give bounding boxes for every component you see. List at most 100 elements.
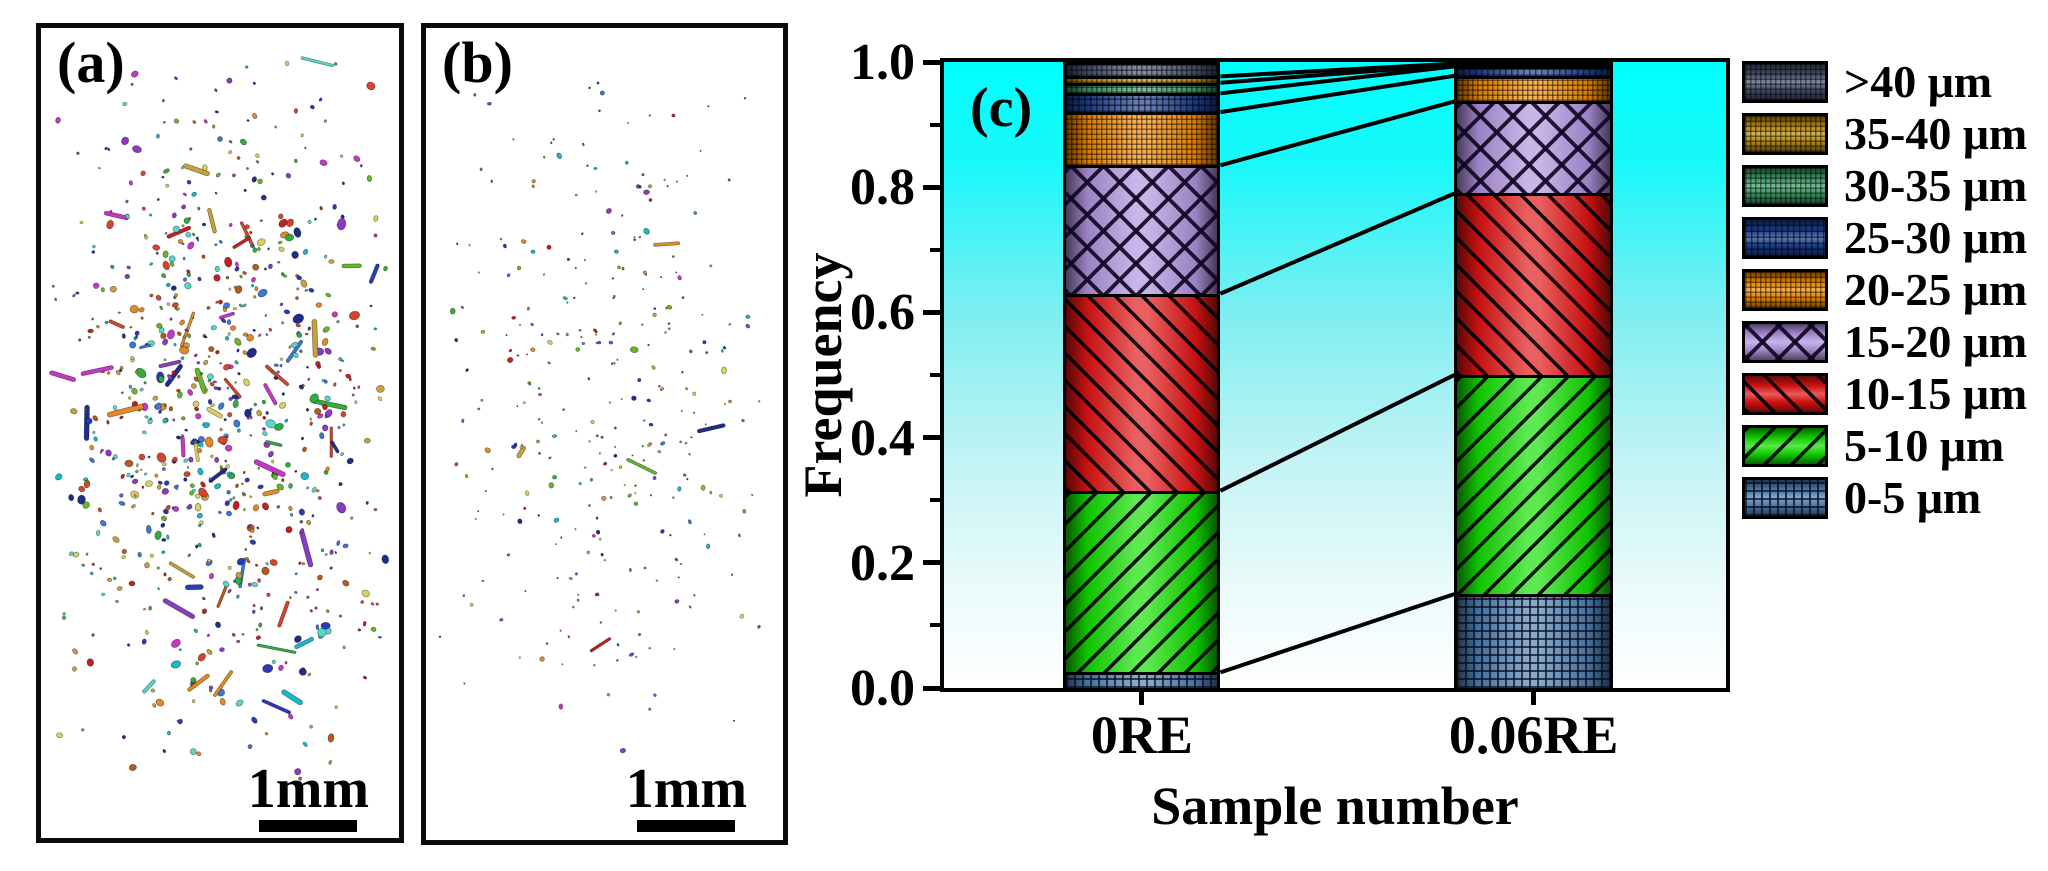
particle: [508, 348, 513, 353]
particle: [516, 265, 522, 271]
particle: [601, 495, 607, 501]
legend-label: 30-35 μm: [1844, 160, 2028, 211]
particle: [597, 340, 602, 345]
particle: [276, 505, 281, 509]
particle: [368, 551, 372, 555]
particle: [228, 287, 232, 291]
particle: [557, 333, 560, 336]
particle: [261, 502, 270, 511]
particle: [163, 480, 170, 486]
particle: [195, 413, 202, 420]
particle: [79, 220, 84, 225]
particle: [197, 436, 206, 443]
particle: [217, 435, 228, 445]
particle: [547, 361, 551, 365]
particle: [651, 365, 656, 370]
particle: [700, 484, 706, 491]
particle: [200, 481, 206, 488]
particle: [235, 699, 244, 707]
legend-row: 25-30 μm: [1742, 215, 2027, 261]
particle: [289, 596, 292, 600]
particle: [179, 346, 190, 355]
particle: [163, 168, 170, 174]
legend-row: 0-5 μm: [1742, 475, 2027, 521]
particle: [149, 213, 153, 217]
particle: [547, 339, 553, 345]
particle: [215, 621, 221, 629]
particle: [588, 440, 591, 443]
particle: [600, 552, 604, 557]
particle: [460, 305, 464, 309]
particle: [132, 145, 142, 154]
particle: [599, 621, 602, 624]
particle: [587, 377, 591, 381]
particle: [337, 425, 341, 430]
particle: [606, 692, 611, 697]
legend-row: 30-35 μm: [1742, 160, 2028, 211]
particle: [183, 477, 188, 482]
particle: [556, 152, 563, 159]
particle: [162, 338, 169, 346]
particle: [226, 386, 230, 390]
particle: [240, 482, 244, 485]
particle: [187, 673, 210, 692]
particle: [171, 638, 181, 648]
particle: [357, 628, 362, 632]
particle: [560, 536, 563, 539]
particle: [252, 112, 258, 120]
particle: [675, 180, 678, 183]
particle: [185, 232, 192, 238]
particle: [530, 347, 536, 352]
particle: [511, 315, 517, 320]
particle: [524, 490, 530, 496]
particle: [596, 81, 600, 85]
particle: [256, 238, 266, 246]
particle: [145, 480, 153, 487]
particle: [239, 221, 255, 249]
particle: [242, 350, 248, 355]
particle: [480, 329, 486, 334]
particle: [613, 249, 619, 254]
particle: [586, 550, 590, 555]
particle: [612, 296, 615, 300]
particle: [584, 282, 588, 285]
particle: [194, 367, 208, 395]
particle: [499, 237, 503, 241]
particle: [477, 510, 480, 513]
particle: [226, 490, 231, 495]
particle: [209, 381, 215, 387]
particle: [134, 330, 140, 336]
particle: [120, 473, 125, 479]
particle: [72, 666, 77, 672]
particle: [296, 275, 303, 281]
particle: [258, 333, 262, 337]
bar-segment: [1066, 112, 1218, 166]
legend-row: 35-40 μm: [1742, 111, 2027, 157]
particle: [236, 557, 245, 566]
particle: [693, 411, 696, 414]
particle: [709, 264, 713, 268]
particle: [611, 332, 616, 336]
particle: [314, 217, 317, 221]
particle: [490, 179, 494, 183]
particle: [641, 323, 644, 326]
particle: [161, 273, 167, 279]
bar-segment: [1457, 193, 1610, 375]
particle: [215, 172, 221, 178]
particle: [257, 288, 268, 298]
particle: [438, 635, 442, 638]
particle: [593, 167, 598, 170]
particle: [155, 133, 160, 139]
legend-swatch: [1742, 321, 1828, 363]
particle: [546, 244, 552, 250]
particle: [80, 365, 114, 376]
particle: [693, 594, 696, 597]
particle: [138, 453, 146, 461]
particle: [183, 471, 191, 478]
particle: [142, 679, 156, 694]
bar-segment: [1457, 375, 1610, 595]
particle: [537, 387, 541, 390]
particle: [161, 175, 165, 179]
particle: [732, 719, 736, 722]
particle: [634, 492, 637, 495]
